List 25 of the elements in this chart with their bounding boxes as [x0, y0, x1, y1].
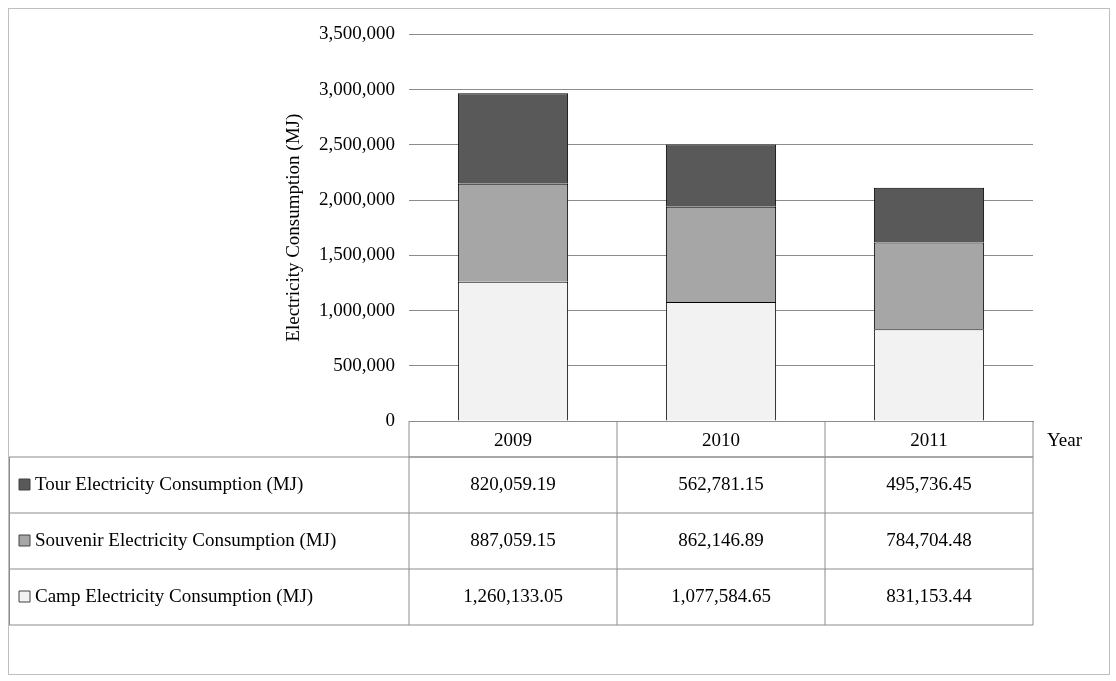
- y-tick-label: 1,500,000: [319, 243, 395, 265]
- legend-label: Tour Electricity Consumption (MJ): [34, 472, 304, 495]
- x-tick-label: 2009: [494, 428, 532, 450]
- y-tick-label: 3,000,000: [319, 77, 395, 99]
- y-tick-label: 2,000,000: [319, 188, 395, 210]
- data-label: 1,260,133.05: [463, 584, 563, 606]
- data-label: 1,077,584.65: [671, 584, 771, 606]
- y-tick-label: 3,500,000: [319, 22, 395, 44]
- data-label: 887,059.15: [470, 528, 556, 550]
- y-tick-label: 0: [385, 408, 395, 430]
- data-label: 831,153.44: [886, 584, 973, 606]
- data-label: 562,781.15: [678, 472, 764, 494]
- y-tick-label: 1,000,000: [319, 298, 395, 320]
- data-label: 495,736.45: [886, 472, 972, 494]
- data-label: 862,146.89: [678, 528, 764, 550]
- y-tick-label: 500,000: [333, 353, 395, 375]
- legend-label: Camp Electricity Consumption (MJ): [35, 584, 314, 607]
- y-axis-title: Electricity Consumption (MJ): [282, 113, 305, 342]
- y-tick-label: 2,500,000: [319, 132, 395, 154]
- x-tick-label: 2010: [702, 428, 740, 450]
- data-label: 784,704.48: [886, 528, 972, 550]
- x-axis-title: Year: [1047, 428, 1083, 450]
- legend-label: Souvenir Electricity Consumption (MJ): [35, 528, 337, 551]
- x-tick-label: 2011: [910, 428, 948, 450]
- data-label: 820,059.19: [470, 472, 556, 494]
